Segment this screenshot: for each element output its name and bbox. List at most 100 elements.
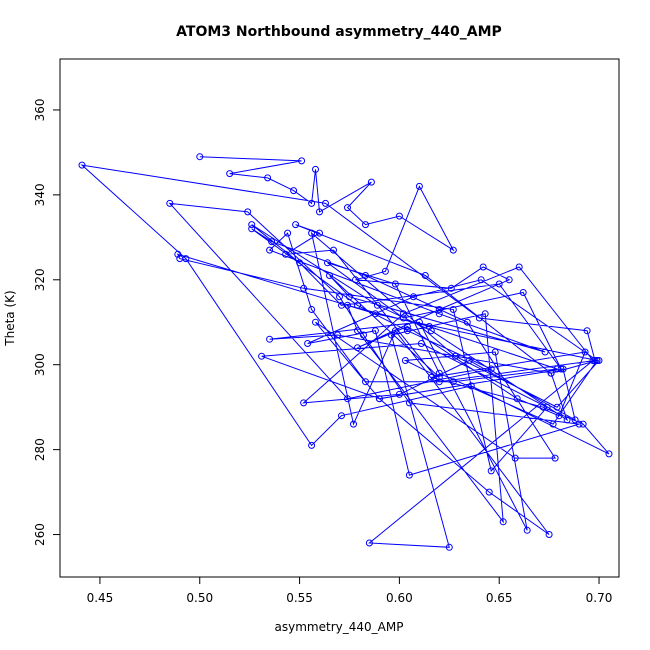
data-point [371,327,379,335]
data-point [543,403,551,411]
y-tick-label: 340 [33,183,47,206]
data-point [326,272,333,279]
data-point [399,314,407,322]
y-tick-label: 300 [33,353,47,376]
data-point [248,221,256,229]
data-point [477,276,485,284]
data-point [427,373,435,381]
data-point [316,229,323,237]
data-point [523,526,531,534]
data-point [375,395,383,403]
data-point [352,276,359,284]
data-point [563,416,571,424]
data-point [487,467,495,475]
data-point [553,403,561,411]
data-point [338,412,345,420]
data-point [505,276,513,284]
data-point [435,306,443,313]
data-point [427,327,435,335]
data-point [405,471,413,479]
x-tick-label: 0.50 [186,591,213,605]
data-point [399,310,407,318]
data-point [298,157,306,165]
data-point [579,420,587,428]
x-tick-label: 0.70 [586,591,613,605]
data-point [176,255,184,263]
data-point [300,399,308,407]
plot-frame [59,58,620,578]
y-axis-label: Theta (K) [3,290,17,346]
data-point [226,170,234,178]
data-point [555,412,563,420]
data-point [350,420,357,428]
data-point [571,416,579,424]
data-point [166,199,174,207]
data-point [425,323,433,330]
data-point [593,357,601,364]
data-point [282,250,290,258]
data-point [324,259,331,267]
y-axis: 260 280 300 320 340 360 [33,98,60,546]
data-point [595,357,603,364]
data-point [481,310,489,318]
y-tick-label: 320 [33,268,47,291]
data-point [499,518,507,526]
data-point [445,543,453,551]
data-point [451,352,459,360]
data-point [539,403,547,411]
data-point [463,318,471,326]
data-point [495,280,503,288]
data-point [549,420,557,428]
data-point [354,301,361,309]
data-point [266,246,274,254]
data-point [344,204,351,212]
data-point [346,293,353,301]
data-point [264,174,272,182]
data-point [354,344,361,352]
data-point [387,331,395,339]
data-point [196,153,204,161]
data-point [268,238,276,246]
data-point [391,327,399,335]
data-point [421,272,429,279]
y-tick-label: 360 [33,98,47,121]
data-point [491,348,499,356]
data-point [485,488,493,496]
data-point [308,229,316,237]
data-point [409,293,417,301]
data-point [435,373,443,381]
data-point [447,284,455,292]
data-point [515,263,523,271]
data-point [266,335,274,343]
data-point [308,441,316,449]
data-point [591,357,599,364]
data-point [487,365,495,373]
data-point [403,323,411,330]
data-point [174,250,182,258]
data-point [336,293,343,301]
data-point [415,318,423,326]
data-point [403,327,411,335]
data-point [292,221,300,229]
data-point [322,199,329,207]
data-point [304,340,312,347]
data-point [367,178,375,186]
data-point [449,378,457,386]
data-point [362,221,369,229]
data-point [284,229,292,237]
data-point [290,187,298,195]
data-point [519,289,527,296]
data-point [308,199,316,207]
data-point [583,327,591,335]
data-point [373,301,381,309]
data-point [395,390,403,398]
data-point [391,280,399,288]
data-point [575,420,583,428]
data-point [435,369,443,377]
y-tick-label: 280 [33,438,47,461]
data-point [312,318,319,326]
data-point [581,348,589,356]
data-point [362,272,369,279]
x-axis-label: asymmetry_440_AMP [275,620,404,634]
data-point [360,331,367,339]
